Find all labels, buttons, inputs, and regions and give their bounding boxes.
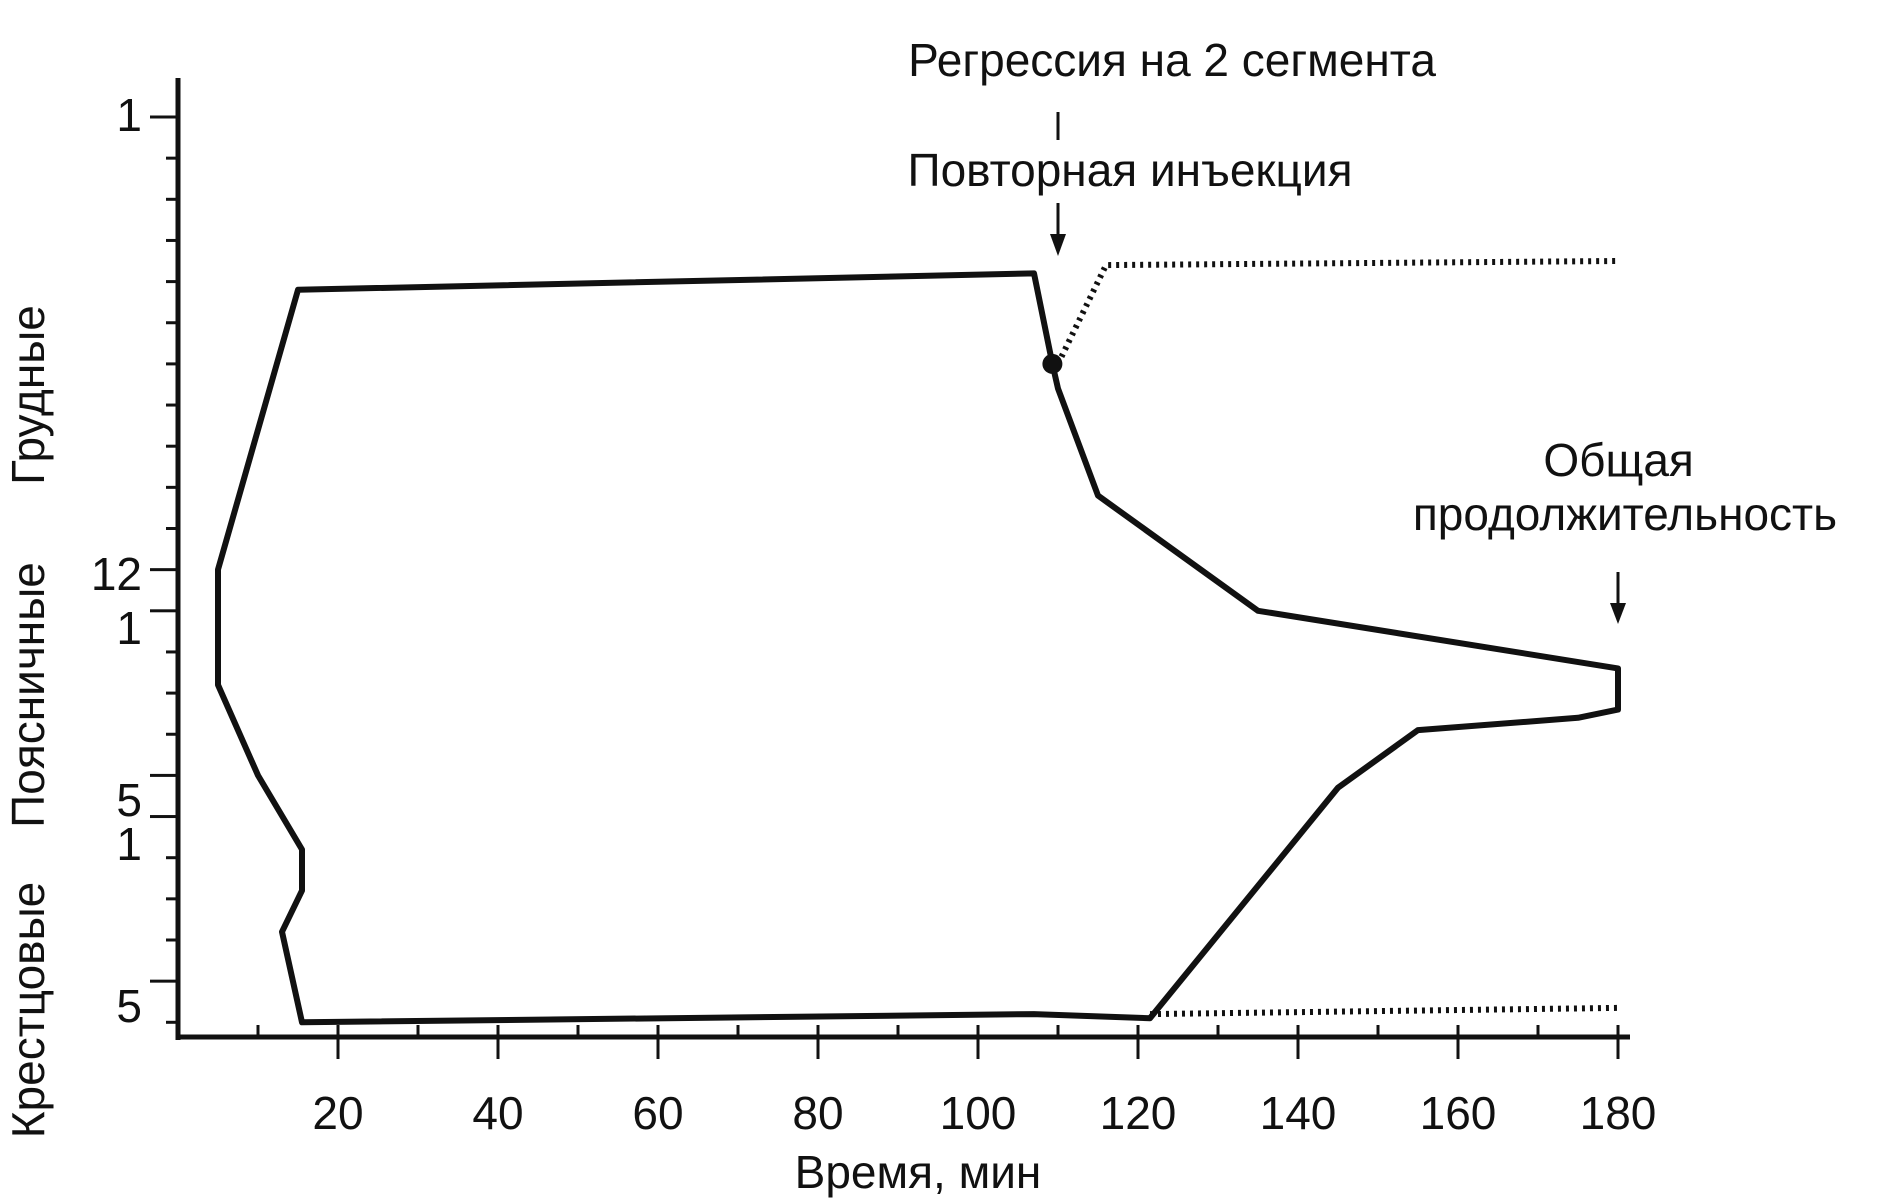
- x-tick-label: 60: [632, 1087, 683, 1139]
- labels: 1 12 1 5 1 5 Грудные Поясничные Крестцов…: [2, 34, 1837, 1198]
- series-layer: [215, 112, 1626, 1026]
- x-tick-label: 180: [1580, 1087, 1657, 1139]
- injection-arrow-head: [1050, 234, 1066, 256]
- x-tick-label: 120: [1100, 1087, 1177, 1139]
- x-tick-label: 20: [312, 1087, 363, 1139]
- x-tick-label: 160: [1420, 1087, 1497, 1139]
- y-tick-label-s1: 1: [116, 818, 142, 870]
- y-group-label-sacral: Крестцовые: [2, 882, 54, 1139]
- y-tick-label-l5: 5: [116, 774, 142, 826]
- series-solid-outline: [215, 270, 1621, 1026]
- x-axis-title: Время, мин: [795, 1146, 1042, 1198]
- annotation-regression: Регрессия на 2 сегмента: [908, 34, 1436, 86]
- y-tick-label-s5: 5: [116, 980, 142, 1032]
- x-tick-label: 140: [1260, 1087, 1337, 1139]
- annotation-total-duration: Общая продолжительность: [1413, 434, 1837, 540]
- axes: 20 40 60 80 100 120 140 160 180: [150, 78, 1656, 1139]
- y-tick-label-t12: 12: [91, 548, 142, 600]
- y-tick-label-t1: 1: [116, 89, 142, 141]
- injection-marker: [1042, 353, 1063, 374]
- series-dotted-line-2: [1149, 1004, 1619, 1018]
- x-tick-label: 100: [940, 1087, 1017, 1139]
- y-tick-label-l1: 1: [116, 602, 142, 654]
- x-tick-label: 80: [792, 1087, 843, 1139]
- y-group-label-lumbar: Поясничные: [2, 562, 54, 828]
- x-tick-label: 40: [472, 1087, 523, 1139]
- series-dotted-line-1: [1055, 258, 1619, 366]
- annotation-repeat-injection: Повторная инъекция: [908, 144, 1353, 196]
- duration-arrow-head: [1610, 603, 1626, 624]
- y-group-label-thoracic: Грудные: [2, 305, 54, 485]
